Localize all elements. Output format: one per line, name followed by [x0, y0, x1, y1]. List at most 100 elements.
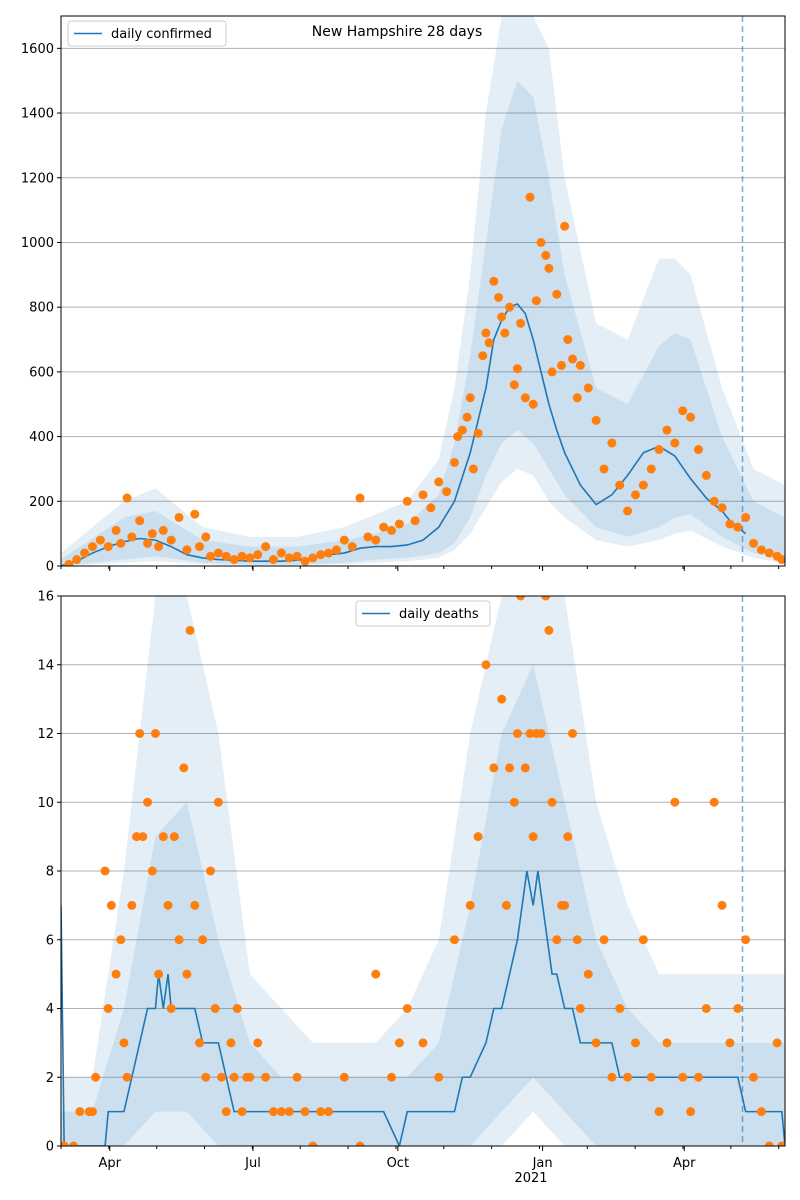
data-point	[103, 1004, 113, 1013]
data-point	[245, 553, 255, 563]
data-point	[410, 516, 420, 526]
data-point	[339, 1072, 349, 1082]
data-point	[541, 596, 551, 601]
data-point	[560, 221, 570, 231]
data-point	[75, 1107, 85, 1117]
data-point	[116, 935, 126, 945]
data-point	[339, 535, 349, 545]
data-point	[568, 354, 578, 364]
data-point	[709, 797, 719, 807]
data-point	[284, 553, 294, 563]
data-point	[568, 729, 578, 738]
data-point	[749, 538, 759, 548]
y-tick-label: 8	[46, 865, 54, 880]
data-point	[525, 192, 535, 202]
confirmed-chart-panel: 0 200 400 600 800 1000 1200 1400 1600 daily confi…	[21, 15, 786, 575]
data-point	[237, 1107, 247, 1117]
data-point	[232, 1004, 242, 1013]
data-point	[615, 480, 625, 490]
y-tick-label: 4	[46, 1002, 54, 1017]
x-tick-label: Apr	[673, 1156, 696, 1171]
data-point	[394, 519, 404, 529]
data-point	[449, 457, 459, 467]
data-point	[741, 935, 751, 945]
data-point	[122, 493, 132, 503]
data-point	[300, 1107, 310, 1117]
data-point	[122, 1072, 132, 1082]
deaths-chart-panel: 0 2 4 6 8 10 12 14 16 Apr Jul Oct Jan Apr daily deaths	[37, 590, 786, 1171]
data-point	[116, 538, 126, 548]
data-point	[536, 729, 546, 738]
data-point	[741, 512, 751, 522]
data-point	[630, 490, 640, 500]
legend-box	[67, 20, 227, 47]
data-point	[468, 464, 478, 474]
data-point	[387, 525, 397, 535]
data-point	[583, 969, 593, 979]
data-point	[316, 550, 326, 560]
y-tick-label: 200	[29, 495, 54, 510]
data-point	[179, 763, 189, 773]
data-point	[560, 900, 570, 910]
data-point	[434, 1072, 444, 1082]
data-point	[764, 548, 774, 558]
data-point	[654, 1107, 664, 1117]
y-tick-label: 1400	[21, 107, 54, 122]
y-tick-label: 16	[37, 590, 54, 605]
data-point	[544, 263, 554, 273]
data-point	[725, 519, 735, 529]
data-point	[135, 516, 145, 526]
data-point	[500, 328, 510, 338]
data-point	[135, 729, 145, 738]
y-tick-label: 10	[37, 796, 54, 811]
y-tick-label: 0	[46, 560, 54, 575]
data-point	[541, 250, 551, 260]
data-point	[686, 1107, 696, 1117]
data-point	[64, 559, 74, 566]
data-point	[662, 1038, 672, 1048]
data-point	[557, 360, 567, 370]
data-point	[442, 487, 452, 497]
data-point	[316, 1107, 326, 1117]
data-point	[473, 832, 483, 842]
data-point	[623, 1072, 633, 1082]
data-point	[638, 480, 648, 490]
data-point	[324, 548, 334, 558]
data-point	[379, 522, 389, 532]
data-point	[512, 729, 522, 738]
data-point	[725, 1038, 735, 1048]
data-point	[701, 1004, 711, 1013]
data-point	[158, 525, 168, 535]
plot-area	[61, 16, 785, 566]
y-tick-label: 14	[37, 658, 54, 673]
data-point	[174, 512, 184, 522]
data-point	[182, 545, 192, 555]
data-point	[531, 296, 541, 306]
data-point	[127, 900, 137, 910]
data-point	[693, 1072, 703, 1082]
data-point	[552, 289, 562, 299]
data-point	[536, 237, 546, 247]
data-point	[292, 551, 302, 561]
y-tick-label: 1600	[21, 42, 54, 57]
y-tick-label: 1200	[21, 171, 54, 186]
legend-box	[355, 600, 491, 627]
data-point	[217, 1072, 227, 1082]
data-point	[72, 555, 82, 565]
uncertainty-band	[61, 80, 785, 566]
data-point	[717, 503, 727, 513]
data-point	[481, 660, 491, 670]
data-point	[308, 1141, 318, 1146]
data-point	[638, 935, 648, 945]
data-point	[284, 1107, 294, 1117]
data-point	[185, 625, 195, 635]
data-point	[276, 548, 286, 558]
data-point	[143, 797, 153, 807]
y-tick-label: 0	[46, 1140, 54, 1155]
data-point	[150, 729, 160, 738]
data-point	[195, 542, 205, 552]
data-point	[572, 393, 582, 403]
data-point	[154, 542, 164, 552]
series-line	[61, 302, 747, 566]
data-point	[547, 797, 557, 807]
